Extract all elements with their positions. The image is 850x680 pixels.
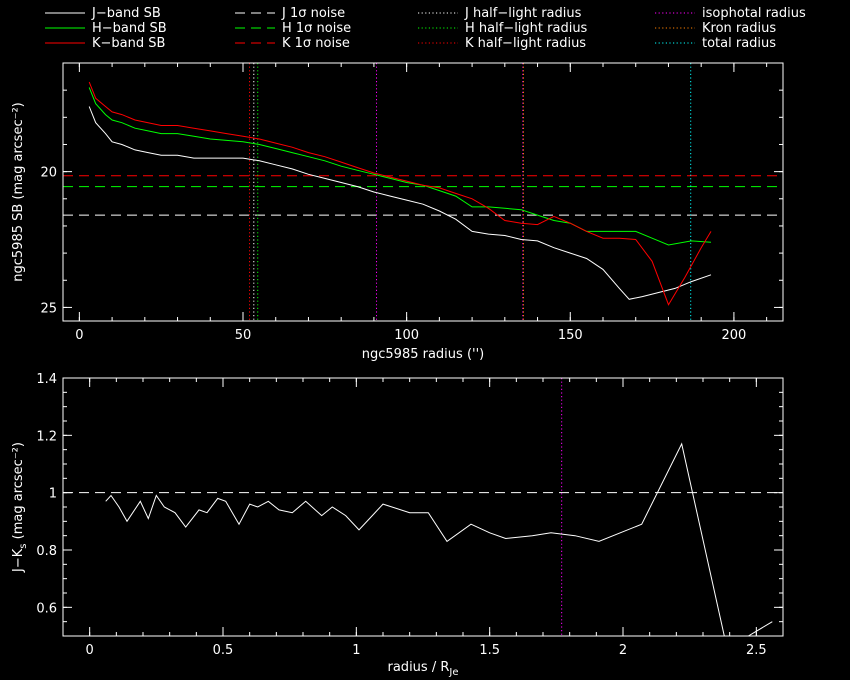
y-tick-label: 0.6 <box>36 601 57 616</box>
x-tick-label: 0.5 <box>213 643 234 658</box>
y-axis-label: J−Ks (mag arcsec⁻²) <box>11 442 29 573</box>
plot-area <box>63 378 783 636</box>
series-line <box>88 106 712 300</box>
x-tick-label: 0 <box>75 328 83 343</box>
x-tick-label: 1.5 <box>479 643 500 658</box>
legend-label: total radius <box>702 36 776 51</box>
color-panel: 0 0.5 1 1.5 2 2.5 0.6 0.8 1 1.2 1.4 radius / RJe J−K… <box>11 372 784 678</box>
x-axis-label-sub: Je <box>448 667 458 678</box>
legend-label: J half−light radius <box>464 6 582 21</box>
y-axis-label: ngc5985 SB (mag arcsec⁻²) <box>11 102 26 281</box>
series-line <box>88 87 712 246</box>
legend-label: H 1σ noise <box>282 21 351 36</box>
plot-frame <box>62 62 784 322</box>
x-axis-label: ngc5985 radius ('') <box>362 347 484 362</box>
x-tick-label: 100 <box>394 328 419 343</box>
legend-label: H half−light radius <box>465 21 588 36</box>
series-line <box>88 81 712 306</box>
legend-label: J 1σ noise <box>281 6 345 21</box>
x-tick-label: 200 <box>721 328 746 343</box>
legend-label: K−band SB <box>92 36 165 51</box>
y-tick-label: 20 <box>40 166 57 181</box>
y-axis-label-main: J−K <box>11 548 26 573</box>
y-tick-label: 0.8 <box>36 544 57 559</box>
legend-label: Kron radius <box>702 21 776 36</box>
y-tick-label: 25 <box>40 301 57 316</box>
plot-frame <box>62 377 784 637</box>
x-tick-label: 2.5 <box>746 643 767 658</box>
legend-label: H−band SB <box>92 21 167 36</box>
x-tick-label: 0 <box>86 643 94 658</box>
legend-label: J−band SB <box>91 6 161 21</box>
x-axis-label-main: radius / R <box>388 660 450 675</box>
x-tick-label: 1 <box>352 643 360 658</box>
legend-label: K 1σ noise <box>282 36 350 51</box>
y-tick-label: 1.2 <box>36 429 57 444</box>
series-line <box>105 442 773 636</box>
y-tick-label: 1.4 <box>36 372 57 387</box>
y-axis-label-sub: s <box>18 543 29 548</box>
x-axis-label: radius / RJe <box>388 660 459 678</box>
y-tick-label: 1 <box>49 487 57 502</box>
x-tick-label: 2 <box>619 643 627 658</box>
plot-area <box>63 63 783 321</box>
y-axis-label-rest: (mag arcsec⁻²) <box>11 442 26 543</box>
legend-label: isophotal radius <box>702 6 806 21</box>
x-tick-label: 50 <box>235 328 252 343</box>
x-tick-label: 150 <box>558 328 583 343</box>
sb-panel: 0 50 100 150 200 20 25 ngc5985 radius ('') ngc59… <box>11 62 784 362</box>
legend-label: K half−light radius <box>465 36 586 51</box>
